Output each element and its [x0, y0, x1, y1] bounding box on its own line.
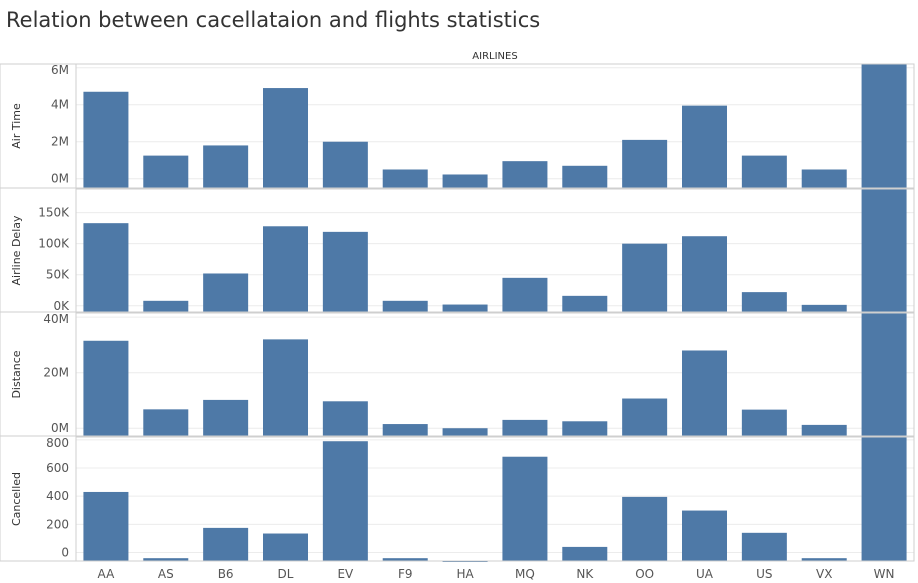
bar-distance-ha [442, 428, 488, 436]
bar-cancelled-nk [562, 546, 608, 561]
bar-cancelled-b6 [203, 527, 249, 561]
bar-air-time-aa [83, 91, 129, 188]
bar-air-time-wn [861, 64, 907, 188]
bar-air-time-f9 [382, 169, 428, 188]
bar-distance-ua [682, 350, 727, 436]
bar-airline-delay-dl [263, 226, 308, 312]
y-tick-label: 20M [43, 366, 69, 380]
bar-cancelled-dl [263, 533, 308, 561]
y-tick-label: 600 [46, 461, 69, 475]
bar-air-time-ha [442, 174, 488, 188]
bar-distance-ev [322, 401, 368, 436]
bar-airline-delay-wn [861, 189, 907, 312]
panel-frame [75, 312, 915, 437]
bar-airline-delay-nk [562, 295, 608, 312]
bar-airline-delay-vx [801, 304, 847, 312]
bar-cancelled-oo [622, 496, 668, 561]
x-tick-label-ev: EV [337, 567, 354, 581]
y-tick-label: 6M [51, 63, 69, 77]
bar-cancelled-mq [502, 456, 548, 561]
bar-air-time-us [741, 155, 787, 188]
bar-cancelled-ev [322, 441, 368, 561]
bar-distance-b6 [203, 399, 249, 436]
panel-frame [75, 188, 915, 313]
bar-cancelled-us [741, 532, 787, 561]
bar-airline-delay-ua [682, 236, 727, 312]
bar-distance-us [741, 409, 787, 436]
panel-frame [75, 63, 915, 189]
bar-distance-vx [801, 424, 847, 436]
bar-air-time-nk [562, 165, 608, 188]
bar-cancelled-vx [801, 558, 847, 561]
bar-air-time-vx [801, 169, 847, 188]
bar-air-time-b6 [203, 145, 249, 188]
y-tick-label: 50K [46, 268, 70, 282]
y-tick-label: 2M [51, 135, 69, 149]
bar-airline-delay-b6 [203, 273, 249, 312]
bar-cancelled-aa [83, 491, 129, 561]
y-axis-label: Airline Delay [10, 215, 23, 285]
bar-distance-dl [263, 339, 308, 436]
y-axis-label: Distance [10, 350, 23, 398]
bar-distance-as [143, 409, 189, 436]
y-tick-label: 0M [51, 421, 69, 435]
y-tick-label: 0K [53, 299, 70, 313]
bar-cancelled-f9 [382, 558, 428, 561]
y-tick-label: 400 [46, 489, 69, 503]
bar-air-time-ua [682, 105, 727, 188]
bar-air-time-oo [622, 139, 668, 188]
bar-airline-delay-aa [83, 223, 129, 312]
y-tick-label: 0M [51, 172, 69, 186]
chart-title: Relation between cacellataion and flight… [6, 8, 541, 32]
x-tick-label-aa: AA [98, 567, 116, 581]
y-tick-label: 0 [61, 546, 69, 560]
bar-airline-delay-ev [322, 231, 368, 312]
bar-air-time-as [143, 155, 189, 188]
x-tick-label-oo: OO [635, 567, 654, 581]
bar-air-time-dl [263, 88, 308, 188]
y-tick-label: 200 [46, 517, 69, 531]
bar-air-time-ev [322, 141, 368, 188]
y-tick-label: 100K [38, 237, 70, 251]
bar-airline-delay-mq [502, 277, 548, 312]
panel-frame [75, 436, 915, 562]
bar-cancelled-wn [861, 437, 907, 561]
bar-airline-delay-ha [442, 304, 488, 312]
x-tick-label-vx: VX [816, 567, 832, 581]
bar-distance-f9 [382, 424, 428, 436]
bar-distance-aa [83, 340, 129, 436]
bar-cancelled-ua [682, 510, 727, 561]
x-tick-label-ua: UA [696, 567, 714, 581]
y-tick-label: 150K [38, 206, 70, 220]
bar-distance-wn [861, 313, 907, 436]
bar-cancelled-as [143, 558, 189, 561]
x-tick-label-as: AS [158, 567, 174, 581]
bar-airline-delay-as [143, 300, 189, 312]
y-axis-label: Air Time [10, 103, 23, 149]
bar-distance-mq [502, 419, 548, 436]
y-tick-label: 4M [51, 98, 69, 112]
bar-distance-oo [622, 398, 668, 436]
column-header: AIRLINES [472, 51, 517, 62]
y-tick-label: 40M [43, 312, 69, 326]
x-tick-label-dl: DL [278, 567, 294, 581]
x-tick-label-us: US [756, 567, 772, 581]
y-tick-label: 800 [46, 436, 69, 450]
y-axis-label: Cancelled [10, 472, 23, 526]
bar-airline-delay-oo [622, 243, 668, 312]
x-tick-label-wn: WN [874, 567, 895, 581]
x-tick-label-mq: MQ [515, 567, 535, 581]
bar-distance-nk [562, 421, 608, 436]
bar-air-time-mq [502, 161, 548, 188]
x-tick-label-ha: HA [456, 567, 474, 581]
x-tick-label-nk: NK [576, 567, 594, 581]
x-tick-label-f9: F9 [398, 567, 413, 581]
bar-airline-delay-f9 [382, 300, 428, 312]
bar-airline-delay-us [741, 292, 787, 312]
x-tick-label-b6: B6 [218, 567, 234, 581]
